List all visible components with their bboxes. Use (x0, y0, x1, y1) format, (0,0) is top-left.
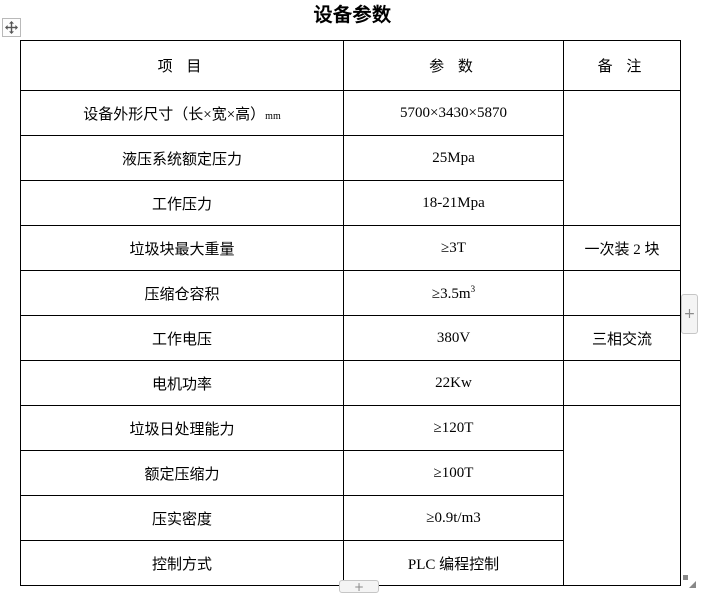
column-header-item: 项 目 (20, 40, 344, 91)
table-row: 压缩仓容积 ≥3.5m3 (20, 270, 681, 316)
cell-parameter: 5700×3430×5870 (343, 90, 564, 136)
cell-item: 额定压缩力 (20, 450, 344, 496)
cell-item: 工作压力 (20, 180, 344, 226)
table-row: 垃圾日处理能力 ≥120T (20, 405, 681, 586)
resize-corner-icon (683, 575, 696, 588)
cell-item: 压实密度 (20, 495, 344, 541)
cell-item: 液压系统额定压力 (20, 135, 344, 181)
cell-item: 控制方式 (20, 540, 344, 586)
cell-parameter: 18-21Mpa (343, 180, 564, 226)
table-resize-handle[interactable] (683, 575, 696, 588)
cell-note (563, 360, 681, 406)
cell-parameter-text: ≥3.5m (431, 285, 471, 302)
table-row: 额定压缩力 ≥100T (20, 450, 681, 496)
insert-row-button[interactable]: + (339, 580, 379, 593)
cell-item: 垃圾日处理能力 (20, 405, 344, 451)
cell-parameter: ≥0.9t/m3 (343, 495, 564, 541)
cell-item-text: 设备外形尺寸（长×宽×高） (83, 106, 266, 123)
page-title: 设备参数 (313, 4, 392, 26)
column-header-parameter: 参 数 (343, 40, 564, 91)
cell-item-unit: mm (265, 110, 281, 122)
table-row: 电机功率 22Kw (20, 360, 681, 406)
insert-column-button[interactable]: + (681, 294, 698, 334)
table-row: 液压系统额定压力 25Mpa (20, 135, 681, 181)
table-move-handle[interactable] (2, 18, 21, 37)
cell-parameter: 25Mpa (343, 135, 564, 181)
table-row: 工作电压 380V 三相交流 (20, 315, 681, 361)
cell-note: 一次装 2 块 (563, 225, 681, 271)
cell-note (563, 270, 681, 316)
cell-item: 压缩仓容积 (20, 270, 344, 316)
cell-parameter: PLC 编程控制 (343, 540, 564, 586)
table-row: 垃圾块最大重量 ≥3T 一次装 2 块 (20, 225, 681, 271)
cell-note (563, 405, 681, 586)
move-arrows-icon (5, 21, 18, 34)
table-row: 压实密度 ≥0.9t/m3 (20, 495, 681, 541)
cell-parameter: 22Kw (343, 360, 564, 406)
cell-item: 设备外形尺寸（长×宽×高）mm (20, 90, 344, 136)
cell-item: 工作电压 (20, 315, 344, 361)
table-row: 设备外形尺寸（长×宽×高）mm 5700×3430×5870 (20, 90, 681, 226)
equipment-parameters-table: 项 目 参 数 备 注 设备外形尺寸（长×宽×高）mm 5700×3430×58… (20, 40, 681, 586)
cell-parameter: ≥100T (343, 450, 564, 496)
cell-parameter: ≥120T (343, 405, 564, 451)
table-row: 工作压力 18-21Mpa (20, 180, 681, 226)
cell-parameter: ≥3.5m3 (343, 270, 564, 316)
cell-parameter-superscript: 3 (470, 283, 476, 294)
cell-parameter: 380V (343, 315, 564, 361)
cell-item: 垃圾块最大重量 (20, 225, 344, 271)
column-header-note: 备 注 (563, 40, 681, 91)
table-row: 控制方式 PLC 编程控制 (20, 540, 681, 586)
table-header-row: 项 目 参 数 备 注 (20, 40, 681, 91)
cell-parameter: ≥3T (343, 225, 564, 271)
cell-item: 电机功率 (20, 360, 344, 406)
cell-note: 三相交流 (563, 315, 681, 361)
cell-note (563, 90, 681, 226)
